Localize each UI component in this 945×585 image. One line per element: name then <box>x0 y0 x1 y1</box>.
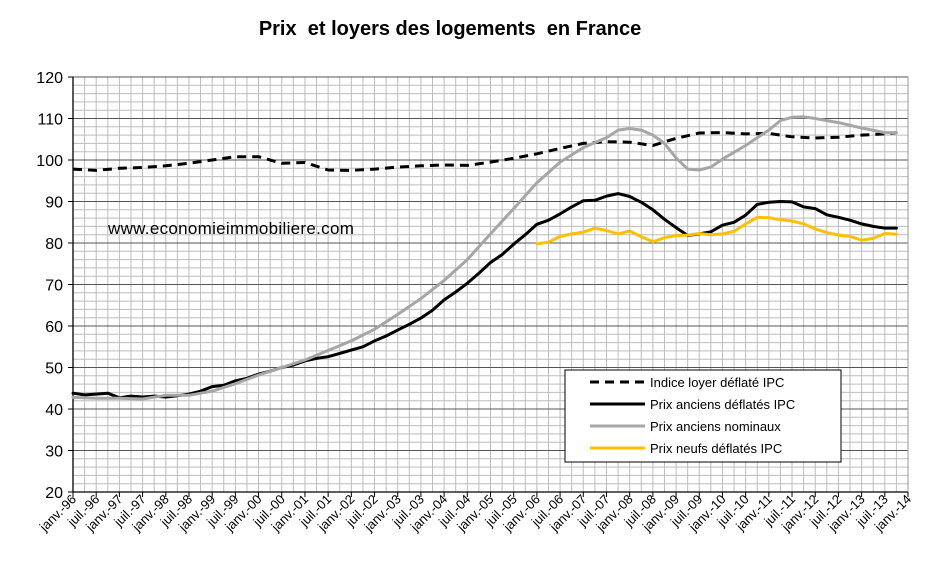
series-line-2 <box>71 115 898 401</box>
legend-label-3: Prix neufs déflatés IPC <box>650 441 782 456</box>
y-tick-label: 60 <box>45 319 63 336</box>
legend-label-1: Prix anciens déflatés IPC <box>650 397 795 412</box>
y-tick-label: 100 <box>36 153 63 170</box>
y-tick-label: 20 <box>45 485 63 502</box>
y-tick-label: 40 <box>45 402 63 419</box>
y-tick-label: 90 <box>45 195 63 212</box>
y-tick-label: 30 <box>45 444 63 461</box>
legend-label-0: Indice loyer déflaté IPC <box>650 375 784 390</box>
x-axis-tick-labels: janv.-96juil.-96janv.-97juil.-97janv.-98… <box>36 492 914 535</box>
y-axis-tick-labels: 20 30 40 50 60 70 80 90 100 110 120 <box>36 70 73 502</box>
series-line-1 <box>71 192 898 400</box>
chart-title: Prix et loyers des logements en France <box>258 18 642 40</box>
y-tick-label: 110 <box>37 112 63 129</box>
series-line-0 <box>72 131 897 172</box>
y-tick-label: 70 <box>45 278 63 295</box>
y-tick-label: 120 <box>36 70 63 87</box>
legend-label-2: Prix anciens nominaux <box>650 419 781 434</box>
y-tick-label: 50 <box>45 361 63 378</box>
series-lines <box>71 115 898 401</box>
series-line-3 <box>535 215 898 246</box>
y-tick-label: 80 <box>45 236 63 253</box>
watermark-text: www.economieimmobiliere.com <box>107 219 354 238</box>
legend: Indice loyer déflaté IPC Prix anciens déf… <box>564 369 842 463</box>
